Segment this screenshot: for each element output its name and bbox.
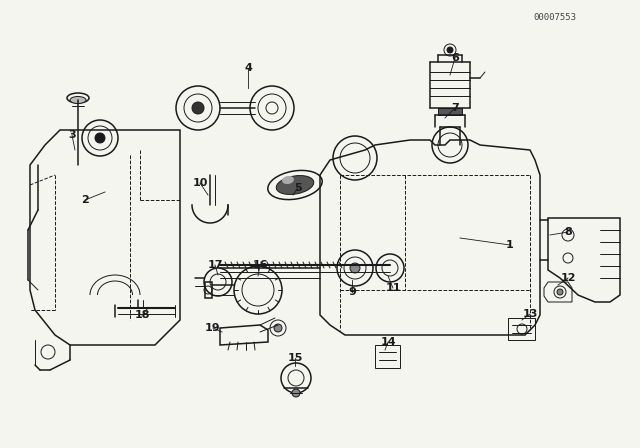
Text: 18: 18 [134,310,150,320]
Text: 19: 19 [205,323,221,333]
Circle shape [95,133,105,143]
Text: 2: 2 [81,195,89,205]
Text: 3: 3 [68,130,76,140]
Circle shape [447,47,453,53]
Text: 00007553: 00007553 [534,13,577,22]
Text: 4: 4 [244,63,252,73]
Ellipse shape [70,96,86,103]
Text: 1: 1 [506,240,514,250]
Ellipse shape [276,176,314,194]
Text: 8: 8 [564,227,572,237]
Text: 13: 13 [522,309,538,319]
Polygon shape [438,108,462,115]
Circle shape [350,263,360,273]
Circle shape [274,324,282,332]
Text: 6: 6 [451,53,459,63]
Text: 11: 11 [385,283,401,293]
Circle shape [292,389,300,397]
Text: 17: 17 [207,260,223,270]
Circle shape [557,289,563,295]
Text: 15: 15 [287,353,303,363]
Circle shape [192,102,204,114]
Text: 16: 16 [252,260,268,270]
Ellipse shape [282,176,294,184]
Text: 9: 9 [348,287,356,297]
Text: 14: 14 [380,337,396,347]
Text: 12: 12 [560,273,576,283]
Text: 10: 10 [192,178,208,188]
Text: 7: 7 [451,103,459,113]
Text: 5: 5 [294,183,302,193]
